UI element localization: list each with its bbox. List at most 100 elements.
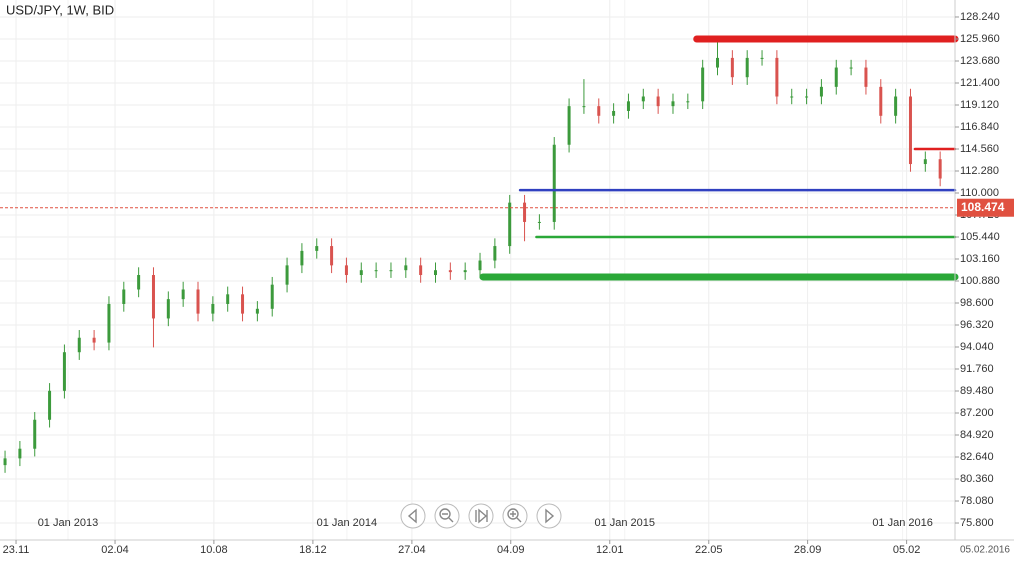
y-tick-label: 75.800 xyxy=(960,517,994,529)
candle-body xyxy=(270,284,274,309)
candle-body xyxy=(760,57,764,59)
y-tick-label: 96.320 xyxy=(960,319,994,331)
x-tick-label: 12.01 xyxy=(596,544,624,556)
current-price-tag xyxy=(957,198,1014,217)
candle-body xyxy=(122,289,126,304)
y-tick-label: 94.040 xyxy=(960,341,994,353)
y-tick-label: 82.640 xyxy=(960,451,994,463)
x-tick-label: 18.12 xyxy=(299,544,327,556)
candle-body xyxy=(226,294,230,304)
y-tick-label: 80.360 xyxy=(960,473,994,485)
candle-body xyxy=(344,265,348,276)
candle-body xyxy=(18,448,22,459)
candle-body xyxy=(938,159,942,179)
chart-title: USD/JPY, 1W, BID xyxy=(6,2,114,17)
x-tick-label: 05.02 xyxy=(893,544,921,556)
x-tick-label: 10.08 xyxy=(200,544,228,556)
candle-body xyxy=(686,101,690,103)
y-tick-label: 125.960 xyxy=(960,33,1000,45)
candle-body xyxy=(834,67,838,87)
year-label: 01 Jan 2014 xyxy=(317,517,378,529)
candle-body xyxy=(448,270,452,273)
y-tick-label: 128.240 xyxy=(960,11,1000,23)
candle-body xyxy=(33,419,37,449)
overlays xyxy=(0,35,959,281)
candle-body xyxy=(879,86,883,116)
plot-area xyxy=(0,0,955,540)
candle-body xyxy=(433,270,437,276)
candle-body xyxy=(181,289,185,300)
candle-body xyxy=(656,96,660,107)
candle-body xyxy=(567,106,571,145)
candles xyxy=(3,39,942,473)
candle-body xyxy=(923,159,927,165)
candle-body xyxy=(864,67,868,87)
y-tick-label: 87.200 xyxy=(960,407,994,419)
y-tick-label: 123.680 xyxy=(960,55,1000,67)
candle-body xyxy=(211,303,215,314)
y-tick-label: 119.120 xyxy=(960,99,999,111)
scroll-left-button[interactable] xyxy=(400,503,426,529)
reset-button[interactable] xyxy=(468,503,494,529)
y-tick-label: 105.440 xyxy=(960,231,1000,243)
candle-body xyxy=(77,337,81,353)
candle-body xyxy=(775,57,779,97)
candle-body xyxy=(48,390,52,420)
candle-body xyxy=(478,260,482,271)
current-price-label: 108.474 xyxy=(961,200,1005,214)
y-tick-label: 121.400 xyxy=(960,77,1000,89)
candle-body xyxy=(137,275,141,290)
candle-body xyxy=(819,86,823,97)
candle-body xyxy=(597,106,601,116)
candle-body xyxy=(790,96,794,98)
candle-body xyxy=(92,337,96,343)
candle-body xyxy=(107,303,111,343)
y-tick-label: 78.080 xyxy=(960,495,994,507)
y-tick-label: 112.280 xyxy=(960,165,999,177)
y-tick-label: 91.760 xyxy=(960,363,994,375)
x-tick-label: 28.09 xyxy=(794,544,822,556)
candle-body xyxy=(151,275,155,319)
y-tick-label: 100.880 xyxy=(960,275,1000,287)
candle-body xyxy=(166,299,170,319)
candle-body xyxy=(3,458,7,466)
candle-body xyxy=(196,289,200,314)
zoom-out-button[interactable] xyxy=(434,503,460,529)
y-tick-label: 98.600 xyxy=(960,297,994,309)
candle-body xyxy=(716,57,720,68)
candle-body xyxy=(241,294,245,314)
y-tick-label: 103.160 xyxy=(960,253,1000,265)
year-label: 01 Jan 2016 xyxy=(872,517,933,529)
candle-body xyxy=(315,246,319,251)
y-tick-label: 114.560 xyxy=(960,143,999,155)
candle-body xyxy=(552,144,556,222)
zoom-in-button[interactable] xyxy=(502,503,528,529)
candle-body xyxy=(374,270,378,272)
candle-body xyxy=(463,270,467,273)
x-tick-label: 22.05 xyxy=(695,544,723,556)
candle-body xyxy=(908,96,912,165)
x-tick-label: 02.04 xyxy=(101,544,129,556)
candle-body xyxy=(582,106,586,108)
candle-body xyxy=(641,96,645,102)
candle-body xyxy=(849,67,853,69)
x-tick-label: 27.04 xyxy=(398,544,426,556)
candle-body xyxy=(523,202,527,222)
candle-body xyxy=(404,265,408,271)
end-date: 05.02.2016 xyxy=(960,545,1010,556)
scroll-right-button[interactable] xyxy=(536,503,562,529)
candle-body xyxy=(701,67,705,102)
candle-body xyxy=(389,270,393,272)
y-tick-label: 110.000 xyxy=(960,187,999,199)
candle-body xyxy=(730,57,734,78)
candle-body xyxy=(330,246,334,266)
candle-body xyxy=(359,270,363,276)
candle-body xyxy=(508,202,512,247)
candle-body xyxy=(745,57,749,78)
candle-body xyxy=(671,101,675,107)
candle-body xyxy=(419,265,423,276)
candle-body xyxy=(255,308,259,314)
year-label: 01 Jan 2013 xyxy=(38,517,99,529)
x-tick-label: 04.09 xyxy=(497,544,525,556)
